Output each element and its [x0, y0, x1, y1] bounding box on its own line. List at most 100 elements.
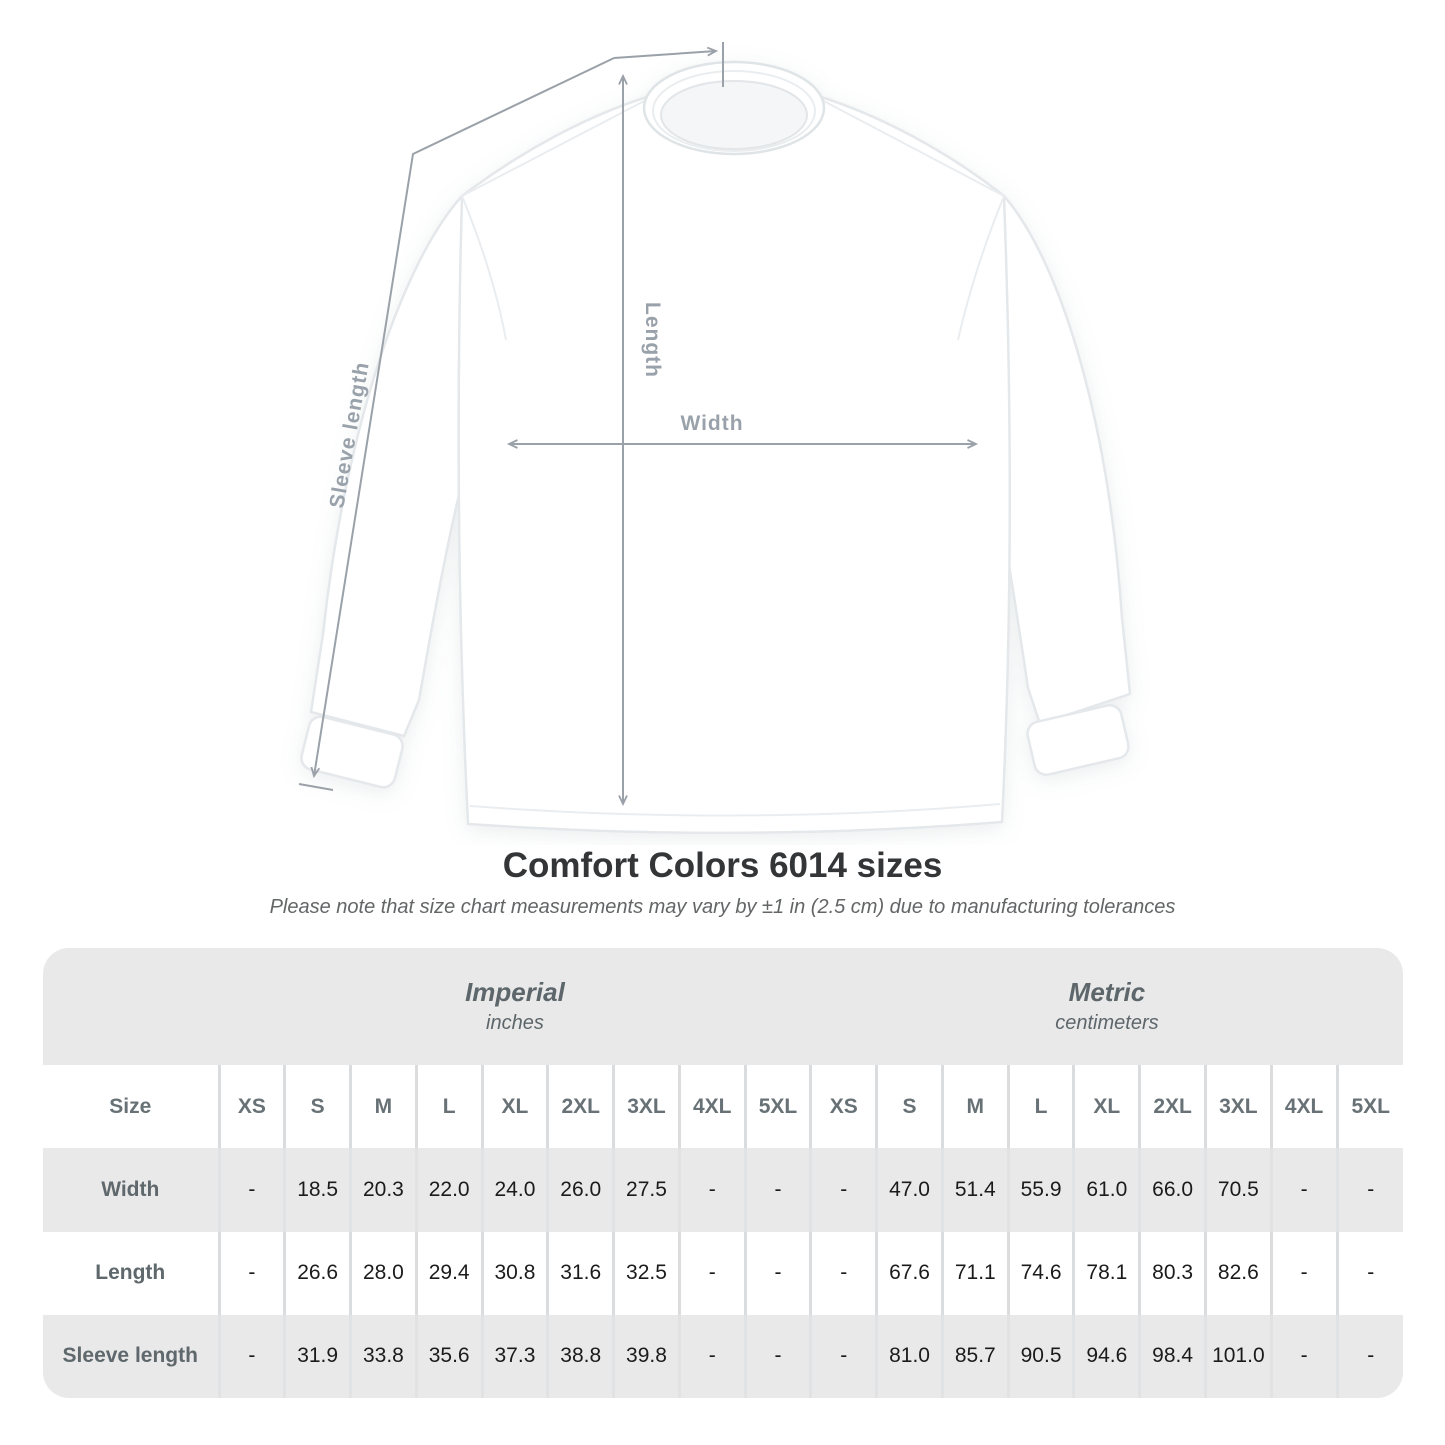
shirt-illustration	[300, 60, 1132, 834]
value-cell: -	[743, 1148, 811, 1232]
size-col-header: 3XL	[612, 1065, 680, 1149]
unit-group-name: Metric	[1068, 977, 1146, 1008]
value-cell: 55.9	[1006, 1148, 1074, 1232]
size-col-header: M	[349, 1065, 417, 1149]
value-cell: -	[217, 1231, 285, 1315]
size-chart-grid: Imperial inches Metric centimeters Size XS S M L…	[43, 948, 1403, 1398]
value-cell: 27.5	[612, 1148, 680, 1232]
row-label: Length	[43, 1231, 219, 1315]
unit-group-header: Imperial inches	[219, 948, 811, 1066]
value-cell: -	[1269, 1231, 1338, 1315]
value-cell: 67.6	[875, 1231, 943, 1315]
value-cell: 30.8	[480, 1231, 548, 1315]
page-title: Comfort Colors 6014 sizes	[502, 846, 943, 885]
value-cell: 32.5	[612, 1231, 680, 1315]
value-cell: 35.6	[414, 1314, 483, 1398]
value-cell: 29.4	[414, 1231, 483, 1315]
size-col-header: L	[1006, 1065, 1074, 1149]
value-cell: -	[743, 1314, 811, 1398]
value-cell: -	[809, 1314, 877, 1398]
value-cell: 71.1	[940, 1231, 1009, 1315]
value-cell: 31.6	[546, 1231, 614, 1315]
value-cell: -	[809, 1148, 877, 1232]
shirt-collar-opening	[660, 80, 808, 150]
size-col-header: 5XL	[1335, 1065, 1403, 1149]
left-cuff	[300, 715, 404, 789]
size-col-header: 2XL	[1138, 1065, 1206, 1149]
right-cuff	[1026, 704, 1130, 776]
value-cell: 51.4	[940, 1148, 1009, 1232]
measurement-row: Length -26.6 28.0 29.4 30.8 31.6 32.5- - -67.6 71…	[43, 1231, 1403, 1315]
measurement-row: Width -18.5 20.3 22.0 24.0 26.0 27.5- - -47.0 51.…	[43, 1148, 1403, 1232]
value-cell: 24.0	[480, 1148, 548, 1232]
size-col-header: XL	[1072, 1065, 1140, 1149]
sleeve-length-arrow	[310, 57, 615, 779]
unit-header-row: Imperial inches Metric centimeters	[43, 948, 1403, 1066]
value-cell: 38.8	[546, 1314, 614, 1398]
size-col-header: S	[283, 1065, 351, 1149]
value-cell: -	[1269, 1148, 1338, 1232]
size-col-header: 2XL	[546, 1065, 614, 1149]
value-cell: -	[1269, 1314, 1338, 1398]
value-cell: 66.0	[1138, 1148, 1206, 1232]
shoulder-reference-line	[613, 46, 719, 59]
value-cell: -	[677, 1148, 746, 1232]
value-cell: 39.8	[612, 1314, 680, 1398]
shirt-diagram: Sleeve length Length Width	[298, 42, 1132, 834]
size-col-header: XS	[809, 1065, 877, 1149]
size-col-header: 4XL	[677, 1065, 746, 1149]
value-cell: 80.3	[1138, 1231, 1206, 1315]
value-cell: 101.0	[1203, 1314, 1272, 1398]
table-corner-cell	[43, 948, 219, 1066]
value-cell: 18.5	[283, 1148, 351, 1232]
value-cell: -	[1335, 1314, 1403, 1398]
value-cell: 47.0	[875, 1148, 943, 1232]
value-cell: 37.3	[480, 1314, 548, 1398]
value-cell: 20.3	[349, 1148, 417, 1232]
value-cell: 81.0	[875, 1314, 943, 1398]
size-col-header: 3XL	[1203, 1065, 1272, 1149]
size-header-label: Size	[43, 1065, 219, 1149]
size-header-row: Size XS S M L XL 2XL 3XL 4XL 5XL XS S M L XL 2XL 3XL 4XL 5…	[43, 1065, 1403, 1149]
value-cell: 74.6	[1006, 1231, 1074, 1315]
unit-group-header: Metric centimeters	[810, 948, 1403, 1066]
value-cell: -	[677, 1314, 746, 1398]
value-cell: -	[677, 1231, 746, 1315]
value-cell: 26.6	[283, 1231, 351, 1315]
value-cell: 85.7	[940, 1314, 1009, 1398]
shirt-collar-rim	[652, 70, 816, 152]
value-cell: -	[217, 1148, 285, 1232]
size-col-header: 4XL	[1269, 1065, 1338, 1149]
measurement-row: Sleeve length -31.9 33.8 35.6 37.3 38.8 39.8- -…	[43, 1314, 1403, 1398]
value-cell: 22.0	[414, 1148, 483, 1232]
size-chart-table: Imperial inches Metric centimeters Size XS S M L…	[43, 948, 1403, 1398]
armhole-seams	[461, 195, 1005, 341]
unit-group-unit: inches	[486, 1011, 544, 1034]
value-cell: 98.4	[1138, 1314, 1206, 1398]
value-cell: 26.0	[546, 1148, 614, 1232]
hem-seam	[469, 803, 1001, 817]
size-col-header: XL	[480, 1065, 548, 1149]
length-label: Length	[641, 302, 664, 378]
unit-group-unit: centimeters	[1055, 1011, 1159, 1034]
row-label: Width	[43, 1148, 219, 1232]
width-label: Width	[680, 412, 743, 435]
value-cell: 82.6	[1203, 1231, 1272, 1315]
value-cell: -	[217, 1314, 285, 1398]
value-cell: 33.8	[349, 1314, 417, 1398]
value-cell: -	[743, 1231, 811, 1315]
value-cell: 90.5	[1006, 1314, 1074, 1398]
value-cell: 78.1	[1072, 1231, 1140, 1315]
size-col-header: XS	[217, 1065, 285, 1149]
sleeve-length-end-tick	[298, 783, 334, 791]
tolerance-note: Please note that size chart measurements…	[269, 896, 1176, 918]
value-cell: 70.5	[1203, 1148, 1272, 1232]
size-col-header: 5XL	[743, 1065, 811, 1149]
value-cell: 94.6	[1072, 1314, 1140, 1398]
size-col-header: S	[875, 1065, 943, 1149]
row-label: Sleeve length	[43, 1314, 219, 1398]
value-cell: -	[1335, 1148, 1403, 1232]
value-cell: 28.0	[349, 1231, 417, 1315]
value-cell: -	[809, 1231, 877, 1315]
